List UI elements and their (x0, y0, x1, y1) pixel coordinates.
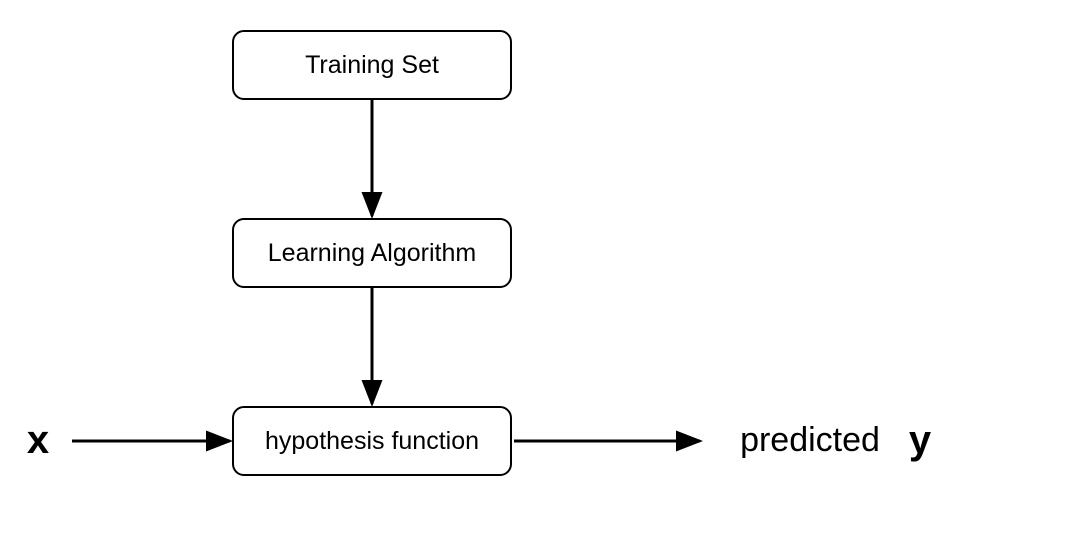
node-learning-algorithm-label: Learning Algorithm (268, 239, 476, 268)
node-output-y-label: y (909, 418, 931, 463)
node-predicted-label: predicted (720, 415, 900, 465)
node-learning-algorithm: Learning Algorithm (232, 218, 512, 288)
node-input-x-label: x (27, 418, 49, 463)
node-predicted-label-text: predicted (740, 421, 880, 460)
diagram-canvas: Training Set Learning Algorithm hypothes… (0, 0, 1080, 535)
node-training-set-label: Training Set (305, 51, 439, 80)
node-input-x: x (18, 410, 58, 470)
node-hypothesis-function-label: hypothesis function (265, 427, 479, 456)
node-training-set: Training Set (232, 30, 512, 100)
node-output-y: y (900, 410, 940, 470)
node-hypothesis-function: hypothesis function (232, 406, 512, 476)
